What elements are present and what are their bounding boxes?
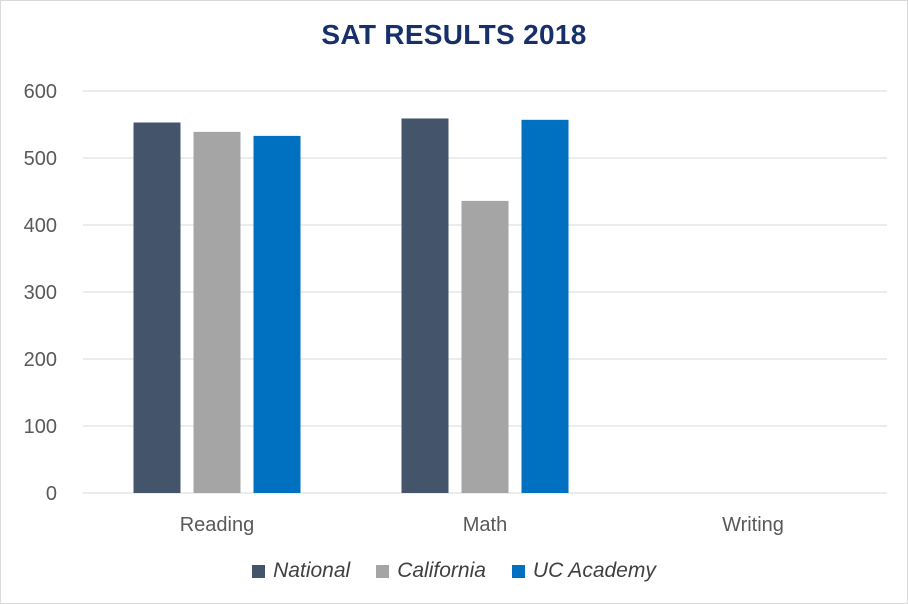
legend-item-national: National bbox=[252, 559, 350, 583]
x-tick-label: Writing bbox=[722, 514, 784, 536]
bar-national-math bbox=[401, 118, 449, 493]
bar-uc-academy-reading bbox=[253, 135, 301, 493]
bars bbox=[133, 118, 569, 494]
bar-california-reading bbox=[193, 131, 241, 493]
bar-california-math bbox=[461, 200, 509, 493]
legend-swatch-national bbox=[252, 564, 266, 578]
legend-item-uc-academy: UC Academy bbox=[511, 559, 656, 583]
legend: National California UC Academy bbox=[1, 559, 907, 583]
x-tick-label: Math bbox=[463, 514, 507, 536]
y-tick-label: 600 bbox=[24, 81, 57, 103]
legend-item-california: California bbox=[376, 559, 486, 583]
y-tick-label: 0 bbox=[46, 483, 57, 505]
bar-national-reading bbox=[133, 122, 181, 494]
x-axis-ticks: Reading Math Writing bbox=[180, 514, 784, 536]
y-tick-label: 100 bbox=[24, 416, 57, 438]
y-tick-label: 500 bbox=[24, 148, 57, 170]
y-tick-label: 300 bbox=[24, 282, 57, 304]
legend-label-uc-academy: UC Academy bbox=[532, 559, 656, 582]
legend-label-california: California bbox=[397, 559, 486, 582]
y-tick-label: 200 bbox=[24, 349, 57, 371]
bar-uc-academy-math bbox=[521, 119, 569, 493]
chart-title: SAT RESULTS 2018 bbox=[321, 19, 587, 50]
y-tick-label: 400 bbox=[24, 215, 57, 237]
x-tick-label: Reading bbox=[180, 514, 255, 536]
legend-label-national: National bbox=[273, 559, 351, 582]
y-axis-ticks: 0 100 200 300 400 500 600 bbox=[24, 81, 57, 505]
legend-swatch-uc-academy bbox=[511, 564, 525, 578]
legend-swatch-california bbox=[376, 564, 390, 578]
